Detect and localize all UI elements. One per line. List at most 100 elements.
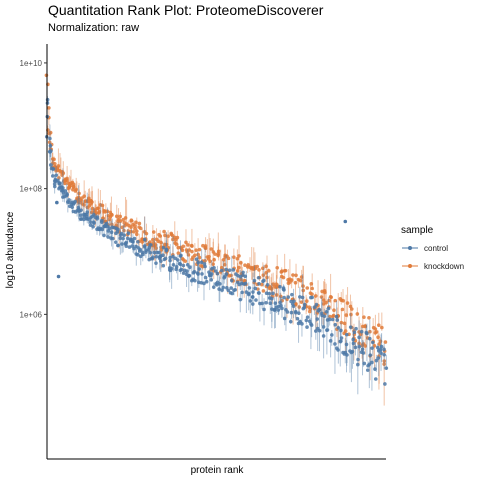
data-point [304,318,309,323]
data-point [176,258,180,262]
data-point [270,307,274,311]
data-point [341,298,345,303]
data-point [317,328,322,333]
data-point [288,319,293,324]
data-point [181,271,186,275]
data-point [363,324,368,328]
data-point [154,261,158,265]
data-point [58,181,62,186]
data-point [184,240,188,245]
data-point [144,231,149,236]
data-point [130,244,135,248]
data-point [91,224,95,229]
data-point [309,295,313,300]
data-point [50,174,55,178]
data-point [247,286,252,290]
data-point [240,290,244,295]
data-point [328,314,332,319]
data-point [256,291,261,295]
data-point [114,240,118,244]
data-point [166,234,170,239]
data-point [226,256,231,261]
data-point [333,322,338,327]
data-point [370,340,375,345]
data-point [52,157,56,162]
data-point [79,198,84,203]
data-point [363,344,368,348]
data-point [61,171,66,176]
data-point [359,329,364,334]
data-point [305,299,309,303]
data-point [88,220,93,224]
data-point [136,253,140,257]
data-point [309,323,314,327]
data-point [384,366,389,370]
data-point [312,305,317,309]
data-point [289,310,294,315]
data-point [300,322,304,326]
data-point [321,325,326,329]
data-point [95,216,99,221]
data-point [265,275,269,280]
data-point [383,382,387,386]
data-point [370,346,374,350]
data-point [83,199,88,204]
data-point [164,247,169,252]
data-point [282,316,287,321]
data-point [274,293,279,297]
data-point [357,344,362,349]
data-point [380,325,384,330]
data-point [376,323,381,327]
data-point [250,295,255,299]
data-point [203,246,208,251]
data-point [197,267,202,271]
data-point [209,278,214,282]
data-point [159,248,164,252]
data-point [73,199,77,204]
data-point [344,332,349,337]
data-point [134,229,139,233]
data-point [330,317,335,322]
data-point [203,264,207,269]
data-point [383,340,388,344]
data-point [368,353,373,357]
data-point [323,290,327,295]
data-point [169,266,174,271]
data-point [373,377,378,381]
data-point [99,220,104,224]
data-point [357,335,361,340]
data-point [192,270,197,274]
data-point [281,275,286,280]
data-point [181,244,186,249]
data-point [248,299,253,303]
data-point [365,331,369,336]
data-point [331,313,336,318]
data-point [278,300,282,305]
data-point [367,362,372,367]
data-point [207,254,211,259]
data-point [243,278,247,283]
data-point [339,336,344,340]
data-point [336,348,340,352]
data-point [48,150,52,154]
data-point [382,359,387,363]
data-point [222,262,227,267]
data-point [48,130,53,135]
data-point [136,239,140,244]
legend-key-dot [408,264,412,268]
data-point [67,198,71,202]
data-point [168,258,172,263]
data-point [305,286,310,290]
data-point [382,353,386,357]
data-point [221,257,226,262]
data-point [308,307,312,311]
data-point [129,219,134,223]
data-point [314,329,318,333]
data-point [124,240,129,245]
data-point [251,290,255,294]
data-point [65,176,69,181]
data-point [186,253,191,257]
data-point [65,192,69,196]
data-point [294,302,298,306]
data-point [269,287,274,291]
